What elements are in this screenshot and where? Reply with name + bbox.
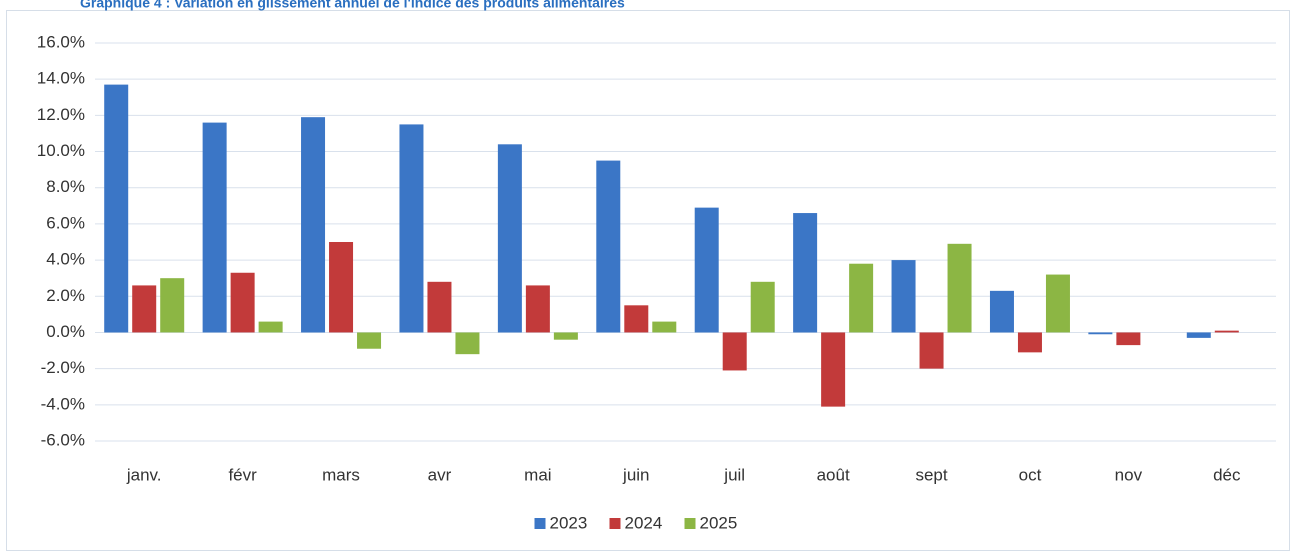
x-tick-label: nov [1115, 465, 1143, 484]
y-tick-label: -4.0% [41, 394, 85, 413]
bar [989, 290, 1014, 333]
x-tick-label: mai [524, 465, 551, 484]
legend-swatch [534, 518, 546, 529]
y-tick-label: 10.0% [37, 141, 85, 160]
legend-swatch [609, 518, 621, 529]
legend-label: 2023 [550, 513, 588, 532]
y-tick-label: 2.0% [46, 286, 85, 305]
bar [497, 144, 522, 333]
x-tick-label: août [817, 465, 850, 484]
bar [258, 321, 283, 333]
bar [1186, 332, 1211, 338]
x-tick-label: sept [915, 465, 947, 484]
bar [357, 332, 382, 349]
legend-label: 2025 [700, 513, 738, 532]
bar [919, 332, 944, 369]
y-tick-label: 8.0% [46, 177, 85, 196]
bar [1214, 330, 1239, 333]
bar [230, 272, 255, 333]
bar [399, 124, 424, 333]
bar [849, 263, 874, 333]
bar [1116, 332, 1141, 346]
bar [891, 260, 916, 333]
chart-frame [6, 10, 1290, 551]
bar [525, 285, 550, 333]
bar [455, 332, 480, 355]
x-tick-label: oct [1019, 465, 1042, 484]
x-tick-label: juin [622, 465, 649, 484]
y-tick-label: 16.0% [37, 32, 85, 51]
y-tick-label: 4.0% [46, 250, 85, 269]
x-tick-label: mars [322, 465, 360, 484]
bar [947, 243, 972, 333]
y-tick-label: 6.0% [46, 213, 85, 232]
legend-swatch [684, 518, 696, 529]
x-tick-label: janv. [126, 465, 162, 484]
bar [694, 207, 719, 333]
bar [301, 117, 326, 333]
x-tick-label: juil [723, 465, 745, 484]
bar [624, 305, 649, 333]
bar [132, 285, 157, 333]
bar [104, 84, 129, 333]
x-tick-label: févr [228, 465, 257, 484]
chart-title: Graphique 4 : Variation en glissement an… [80, 0, 625, 11]
x-tick-label: déc [1213, 465, 1241, 484]
y-tick-label: 12.0% [37, 105, 85, 124]
y-tick-label: 0.0% [46, 322, 85, 341]
y-tick-label: 14.0% [37, 69, 85, 88]
bar [427, 281, 452, 333]
legend-label: 2024 [625, 513, 663, 532]
bar [750, 281, 775, 333]
bar [722, 332, 747, 371]
x-tick-label: avr [428, 465, 452, 484]
bar [202, 122, 227, 333]
bar [793, 213, 818, 333]
bar [160, 278, 185, 333]
bar [1017, 332, 1042, 353]
y-tick-label: -6.0% [41, 430, 85, 449]
bar [821, 332, 846, 407]
bar [329, 242, 354, 333]
y-tick-label: -2.0% [41, 358, 85, 377]
bar [553, 332, 578, 340]
bar [1045, 274, 1070, 333]
bar [652, 321, 677, 333]
bar [1088, 332, 1113, 335]
bar [596, 160, 621, 333]
